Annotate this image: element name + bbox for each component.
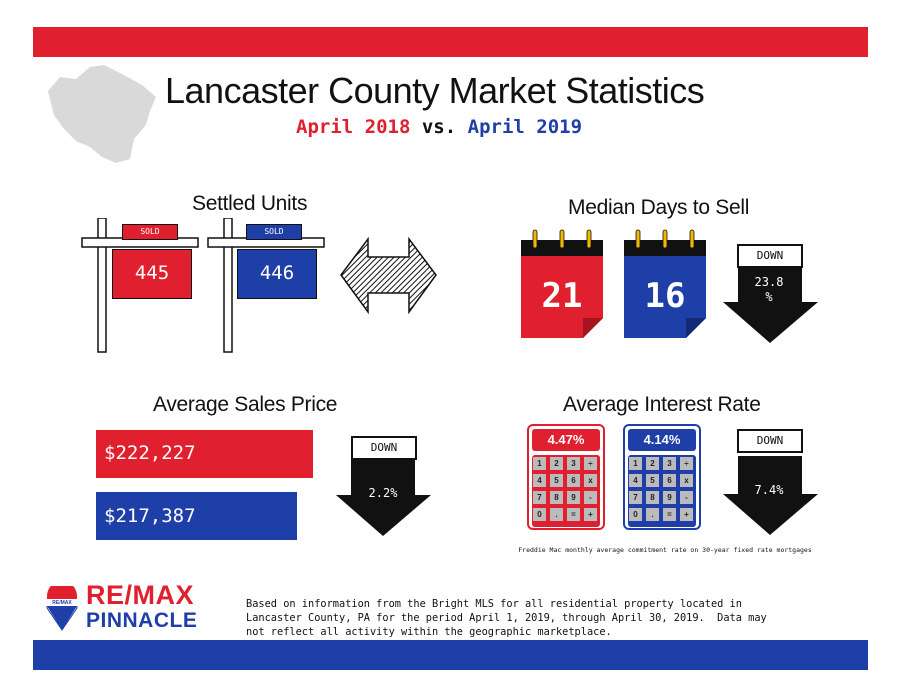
- calculator-key: 8: [550, 491, 563, 504]
- top-red-bar: [33, 27, 868, 57]
- calculator-key: 0: [533, 508, 546, 521]
- subtitle-vs: vs.: [421, 116, 457, 138]
- brand-name-line2: PINNACLE: [86, 609, 198, 632]
- interest-rate-title: Average Interest Rate: [563, 393, 761, 416]
- page-title: Lancaster County Market Statistics: [165, 70, 705, 111]
- calculator-keypad-2019: 1 2 3 ÷ 4 5 6 x 7 8 9- 0. = +: [629, 457, 695, 527]
- calculator-key: 5: [646, 474, 659, 487]
- avg-price-2018-bar: [96, 430, 313, 478]
- median-days-2019-value: 16: [644, 276, 686, 316]
- calculator-key: 3: [663, 457, 676, 470]
- calculator-key: 7: [629, 491, 642, 504]
- calculator-keypad-2018: 1 2 3 ÷ 4 5 6 x 7 8 9- 0. = +: [533, 457, 599, 527]
- subtitle-year-b: April 2019: [467, 116, 583, 138]
- avg-price-2019-bar: [96, 492, 297, 540]
- avg-price-2019-value: $217,387: [104, 505, 196, 527]
- avg-price-2018-value: $222,227: [104, 442, 196, 464]
- brand-name-line1: RE/MAX: [86, 580, 195, 610]
- settled-units-title: Settled Units: [192, 192, 308, 215]
- calculator-key: 3: [567, 457, 580, 470]
- settled-units-2018-panel: [112, 249, 192, 299]
- median-days-change: 23.8 %: [754, 275, 784, 304]
- subtitle-year-a: April 2018: [296, 116, 411, 138]
- avg-price-direction: DOWN: [351, 436, 417, 460]
- footer-disclaimer: Based on information from the Bright MLS…: [246, 598, 767, 638]
- median-days-2018-value: 21: [541, 276, 583, 316]
- avg-price-change: 2.2%: [368, 486, 398, 500]
- median-days-direction: DOWN: [737, 244, 803, 268]
- county-map-icon: [48, 65, 156, 163]
- avg-price-title: Average Sales Price: [153, 393, 338, 416]
- calculator-key: 0: [629, 508, 642, 521]
- interest-rate-change: 7.4%: [754, 483, 784, 497]
- calculator-key: 1: [629, 457, 642, 470]
- calculator-key: 6: [663, 474, 676, 487]
- calculator-key: =: [567, 508, 580, 521]
- calculator-key: +: [584, 508, 597, 521]
- calculator-key: 5: [550, 474, 563, 487]
- calculator-key: -: [680, 491, 693, 504]
- interest-rate-footnote: Freddie Mac monthly average commitment r…: [518, 546, 812, 554]
- balloon-logo-icon: [46, 586, 78, 631]
- calculator-key: .: [550, 508, 563, 521]
- calculator-key: .: [646, 508, 659, 521]
- down-arrow-icon: [723, 456, 818, 535]
- calculator-key: =: [663, 508, 676, 521]
- calculator-key: 8: [646, 491, 659, 504]
- bottom-blue-bar: [33, 640, 868, 670]
- settled-units-2019-value: 446: [259, 262, 295, 284]
- calculator-key: ÷: [584, 457, 597, 470]
- balloon-logo-text: RE/MAX: [52, 600, 72, 606]
- calculator-key: 7: [533, 491, 546, 504]
- calculator-key: -: [584, 491, 597, 504]
- down-arrow-icon: [723, 264, 818, 343]
- down-arrow-icon: [336, 457, 431, 536]
- page-subtitle: April 2018 vs. April 2019: [296, 116, 582, 138]
- interest-rate-2018-value: 4.47%: [547, 432, 585, 447]
- calculator-key: 2: [550, 457, 563, 470]
- sold-tag-2018: SOLD: [122, 224, 178, 240]
- interest-rate-2019-value: 4.14%: [643, 432, 681, 447]
- double-arrow-icon: [340, 237, 437, 314]
- calculator-key: ÷: [680, 457, 693, 470]
- calculator-key: x: [584, 474, 597, 487]
- median-days-title: Median Days to Sell: [568, 196, 750, 219]
- calculator-key: +: [680, 508, 693, 521]
- calculator-key: x: [680, 474, 693, 487]
- calendar-2019: [624, 229, 706, 338]
- calculator-key: 9: [567, 491, 580, 504]
- calculator-key: 4: [629, 474, 642, 487]
- calculator-key: 1: [533, 457, 546, 470]
- interest-rate-direction: DOWN: [737, 429, 803, 453]
- calculator-key: 4: [533, 474, 546, 487]
- calculator-key: 2: [646, 457, 659, 470]
- sold-tag-2019: SOLD: [246, 224, 302, 240]
- settled-units-2018-value: 445: [134, 262, 170, 284]
- settled-units-2019-panel: [237, 249, 317, 299]
- calculator-key: 9: [663, 491, 676, 504]
- calendar-2018: [521, 229, 603, 338]
- calculator-key: 6: [567, 474, 580, 487]
